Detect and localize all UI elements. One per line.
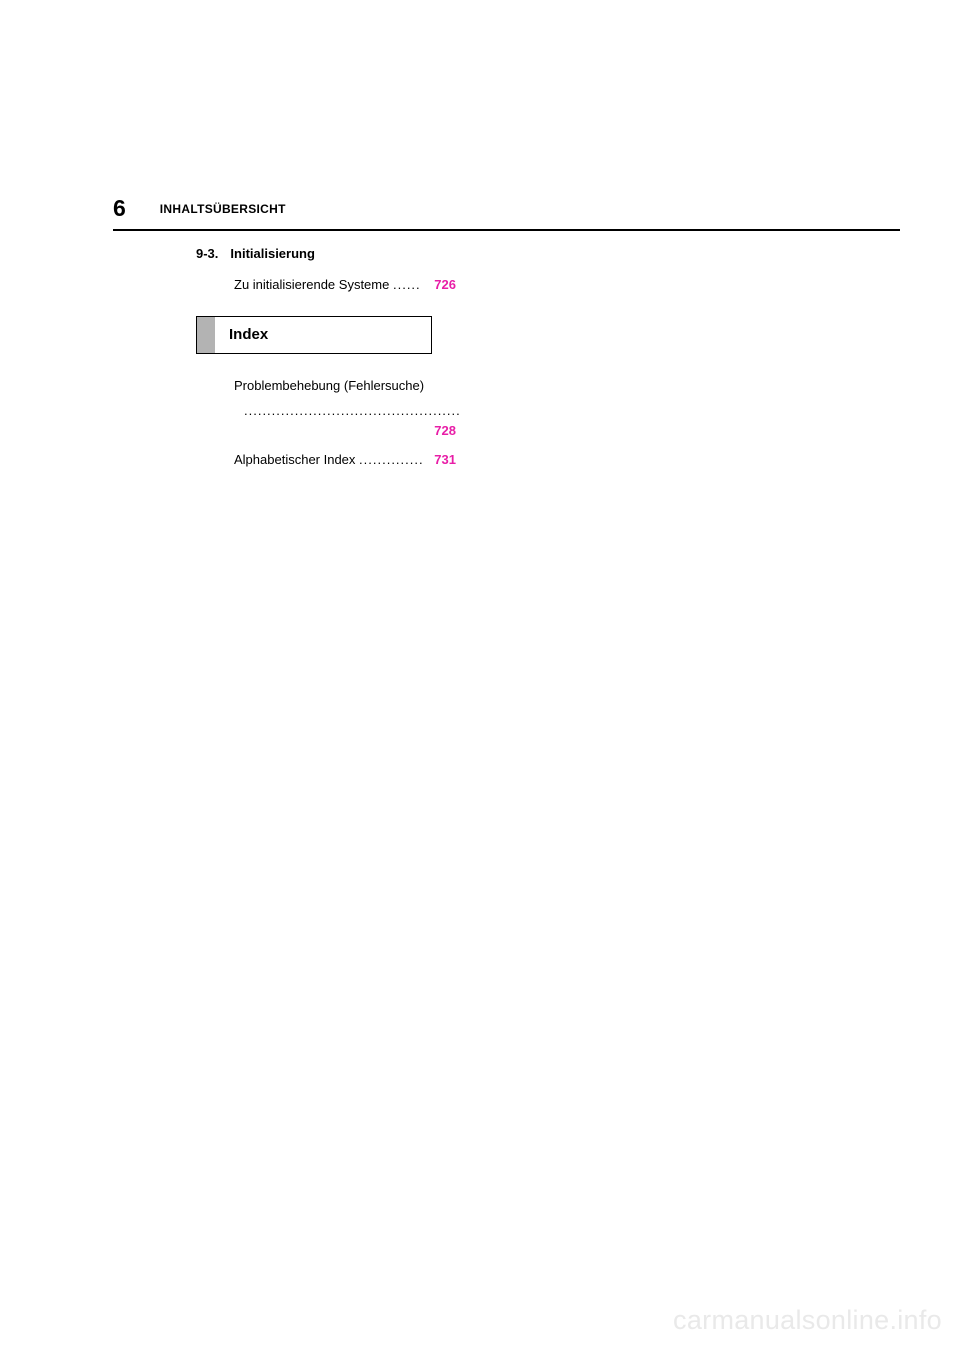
toc-entry: Zu initialisierende Systeme ...... 726 [234,275,456,296]
toc-page-link[interactable]: 731 [434,450,456,471]
index-box-tab [197,317,215,353]
page: 6 INHALTSÜBERSICHT 9-3. Initialisierung … [0,0,960,1358]
page-header-inner: 6 INHALTSÜBERSICHT [113,195,900,232]
section-number: 9-3. [196,246,218,261]
index-entries: Problembehebung (Fehlersuche) ..........… [196,376,456,471]
toc-entry-continuation: ........................................… [244,401,456,443]
content-column: 9-3. Initialisierung Zu initialisierende… [196,246,456,475]
header-rule [113,229,900,231]
toc-entry: Problembehebung (Fehlersuche) [234,376,456,397]
section-heading: 9-3. Initialisierung [196,246,456,261]
toc-leaders: .............. [359,452,424,467]
toc-page-link[interactable]: 728 [434,421,456,442]
toc-entry: Alphabetischer Index .............. 731 [234,450,456,471]
toc-entry-text: Problembehebung (Fehlersuche) [234,378,424,393]
page-header: 6 INHALTSÜBERSICHT [113,195,900,232]
toc-entry-text: Alphabetischer Index [234,452,359,467]
toc-leaders: ........................................… [244,403,461,418]
watermark: carmanualsonline.info [673,1305,942,1336]
toc-page-link[interactable]: 726 [434,275,456,296]
toc-leaders: ...... [393,277,421,292]
index-box-label: Index [215,317,268,353]
page-number: 6 [113,195,126,222]
page-header-title: INHALTSÜBERSICHT [160,202,286,216]
section-title: Initialisierung [230,246,315,261]
index-box: Index [196,316,432,354]
toc-entry-text: Zu initialisierende Systeme [234,277,389,292]
